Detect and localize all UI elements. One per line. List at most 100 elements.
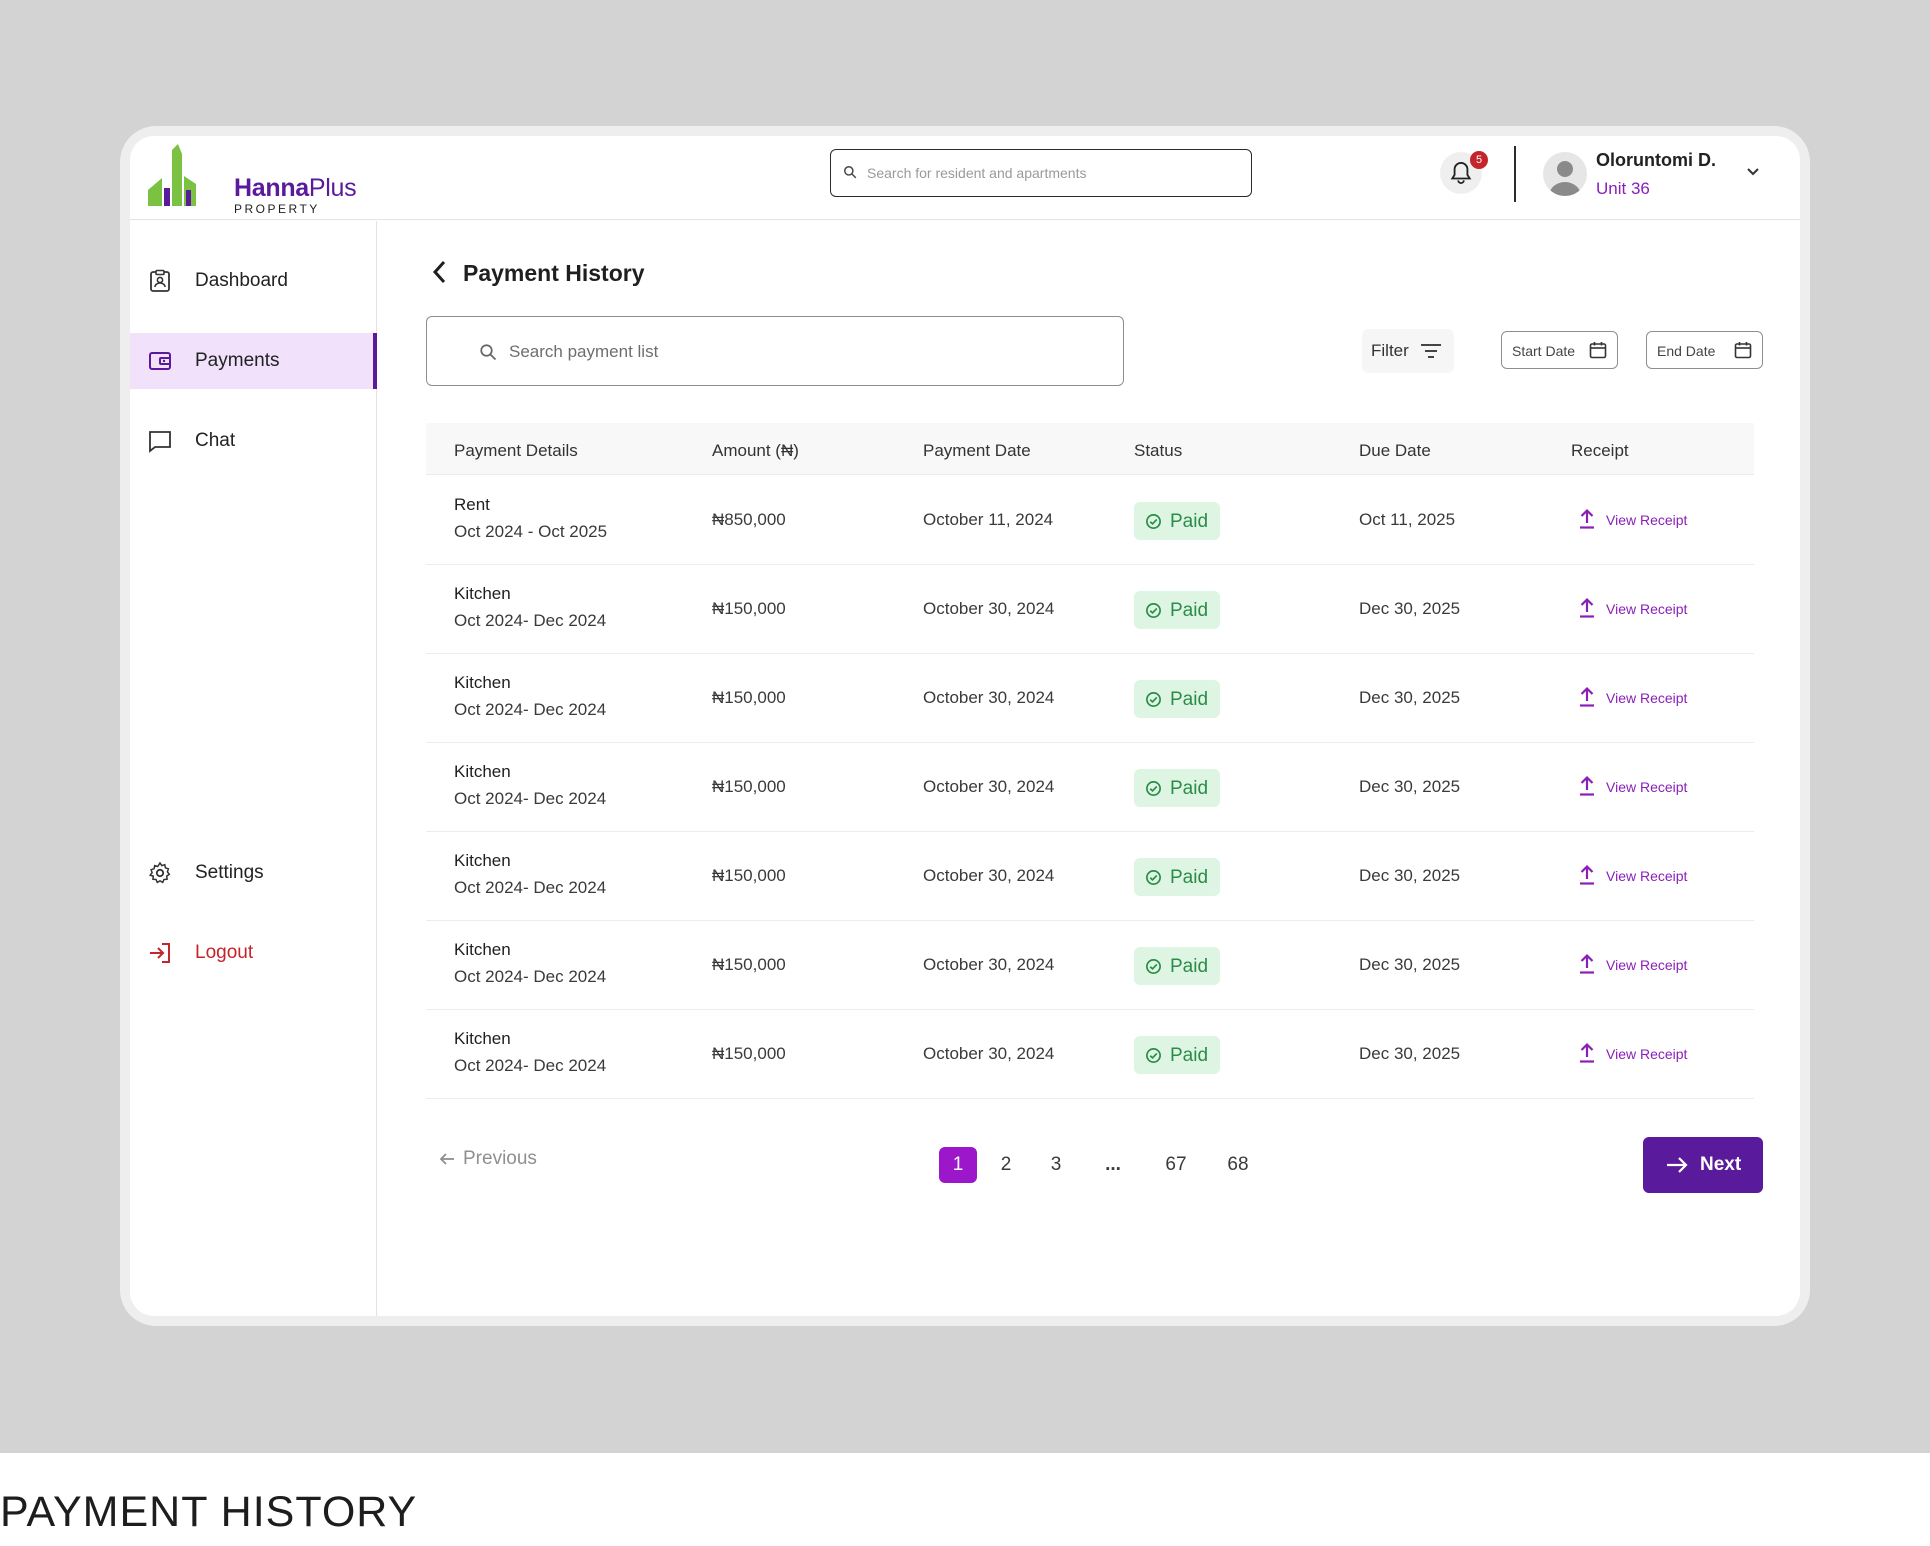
- status-label: Paid: [1170, 689, 1209, 710]
- page-title: Payment History: [463, 260, 645, 286]
- status-badge: Paid: [1134, 947, 1220, 985]
- status-badge: Paid: [1134, 591, 1220, 629]
- payment-period: Oct 2024- Dec 2024: [454, 611, 607, 630]
- arrow-right-icon: [1667, 1157, 1688, 1173]
- status-label: Paid: [1170, 778, 1209, 799]
- sidebar-item-dashboard[interactable]: Dashboard: [130, 253, 377, 309]
- search-icon: [844, 166, 857, 179]
- page-button-current[interactable]: 1: [939, 1147, 977, 1183]
- table-row: Kitchen Oct 2024- Dec 2024 ₦150,000 Octo…: [426, 654, 1754, 743]
- back-chevron-icon[interactable]: [430, 258, 450, 286]
- user-avatar[interactable]: [1543, 152, 1587, 196]
- view-receipt-link[interactable]: View Receipt: [1606, 690, 1688, 706]
- header-divider: [1514, 146, 1516, 202]
- page-button[interactable]: 2: [1000, 1154, 1012, 1175]
- status-label: Paid: [1170, 511, 1209, 532]
- search-icon: [480, 344, 497, 361]
- end-date-label: End Date: [1657, 343, 1716, 359]
- end-date-picker[interactable]: End Date: [1646, 331, 1763, 369]
- status-label: Paid: [1170, 956, 1209, 977]
- filter-label: Filter: [1371, 341, 1409, 360]
- wallet-icon: [149, 352, 171, 370]
- page-button[interactable]: 3: [1050, 1154, 1062, 1175]
- upload-arrow-icon[interactable]: [1578, 775, 1596, 797]
- view-receipt-link[interactable]: View Receipt: [1606, 779, 1688, 795]
- view-receipt-link[interactable]: View Receipt: [1606, 512, 1688, 528]
- upload-arrow-icon[interactable]: [1578, 864, 1596, 886]
- brand-name-plus: Plus: [308, 174, 357, 202]
- start-date-label: Start Date: [1512, 343, 1576, 359]
- upload-arrow-icon[interactable]: [1578, 953, 1596, 975]
- column-header-status: Status: [1134, 441, 1183, 460]
- global-search-input[interactable]: [867, 160, 1237, 186]
- filter-button[interactable]: Filter: [1362, 329, 1454, 373]
- column-header-amount: Amount (₦): [712, 441, 799, 460]
- logout-arrow-icon: [150, 943, 170, 963]
- upload-arrow-icon[interactable]: [1578, 1042, 1596, 1064]
- view-receipt-link[interactable]: View Receipt: [1606, 868, 1688, 884]
- notification-badge: 5: [1470, 151, 1488, 169]
- check-circle-icon: [1146, 692, 1161, 707]
- view-receipt-link[interactable]: View Receipt: [1606, 957, 1688, 973]
- payment-search-input[interactable]: [509, 339, 1069, 365]
- status-label: Paid: [1170, 1045, 1209, 1066]
- table-row: Rent Oct 2024 - Oct 2025 ₦850,000 Octobe…: [426, 476, 1754, 565]
- payment-period: Oct 2024- Dec 2024: [454, 878, 607, 897]
- chat-square-icon: [149, 431, 171, 453]
- payment-date: October 30, 2024: [923, 599, 1055, 618]
- calendar-icon: [1589, 342, 1607, 359]
- payment-title: Kitchen: [454, 940, 511, 959]
- gear-icon: [148, 861, 171, 884]
- user-unit: Unit 36: [1596, 179, 1650, 198]
- upload-arrow-icon[interactable]: [1578, 508, 1596, 530]
- payment-date: October 30, 2024: [923, 688, 1055, 707]
- payment-title: Kitchen: [454, 673, 511, 692]
- table-header: Payment Details Amount (₦) Payment Date …: [426, 423, 1754, 475]
- payment-date: October 30, 2024: [923, 1044, 1055, 1063]
- sidebar-item-label: Payments: [195, 350, 280, 371]
- payment-amount: ₦150,000: [712, 599, 786, 618]
- check-circle-icon: [1146, 870, 1161, 885]
- chevron-down-icon[interactable]: [1745, 166, 1761, 178]
- payment-date: October 30, 2024: [923, 866, 1055, 885]
- global-search-box[interactable]: [830, 149, 1252, 197]
- next-label: Next: [1700, 1154, 1742, 1175]
- payment-search-box[interactable]: [426, 316, 1124, 386]
- status-badge: Paid: [1134, 769, 1220, 807]
- due-date: Dec 30, 2025: [1359, 777, 1461, 796]
- sidebar-item-chat[interactable]: Chat: [130, 413, 377, 469]
- status-badge: Paid: [1134, 502, 1220, 540]
- page-button[interactable]: 68: [1227, 1154, 1249, 1175]
- view-receipt-link[interactable]: View Receipt: [1606, 601, 1688, 617]
- payment-amount: ₦150,000: [712, 1044, 786, 1063]
- calendar-icon: [1734, 342, 1752, 359]
- brand-logo[interactable]: HannaPlus PROPERTY: [148, 140, 357, 216]
- check-circle-icon: [1146, 1048, 1161, 1063]
- start-date-picker[interactable]: Start Date: [1501, 331, 1618, 369]
- table-row: Kitchen Oct 2024- Dec 2024 ₦150,000 Octo…: [426, 1010, 1754, 1099]
- upload-arrow-icon[interactable]: [1578, 686, 1596, 708]
- view-receipt-link[interactable]: View Receipt: [1606, 1046, 1688, 1062]
- page-button[interactable]: 67: [1165, 1154, 1187, 1175]
- due-date: Dec 30, 2025: [1359, 1044, 1461, 1063]
- upload-arrow-icon[interactable]: [1578, 597, 1596, 619]
- table-row: Kitchen Oct 2024- Dec 2024 ₦150,000 Octo…: [426, 565, 1754, 654]
- sidebar-item-settings[interactable]: Settings: [130, 845, 377, 901]
- next-page-button[interactable]: Next: [1643, 1137, 1763, 1193]
- page-ellipsis: ...: [1105, 1154, 1121, 1175]
- check-circle-icon: [1146, 514, 1161, 529]
- sidebar-item-payments[interactable]: Payments: [130, 333, 377, 389]
- due-date: Dec 30, 2025: [1359, 866, 1461, 885]
- previous-page-button[interactable]: Previous: [439, 1148, 537, 1171]
- payment-amount: ₦150,000: [712, 866, 786, 885]
- app-window: HannaPlus PROPERTY 5 Oloruntomi D. Unit …: [130, 136, 1800, 1316]
- payment-title: Kitchen: [454, 584, 511, 603]
- payment-period: Oct 2024 - Oct 2025: [454, 522, 608, 541]
- sidebar-item-logout[interactable]: Logout: [130, 925, 377, 981]
- check-circle-icon: [1146, 959, 1161, 974]
- due-date: Dec 30, 2025: [1359, 599, 1461, 618]
- check-circle-icon: [1146, 603, 1161, 618]
- due-date: Oct 11, 2025: [1359, 510, 1456, 529]
- logo-buildings-icon: [148, 144, 196, 206]
- payment-title: Kitchen: [454, 851, 511, 870]
